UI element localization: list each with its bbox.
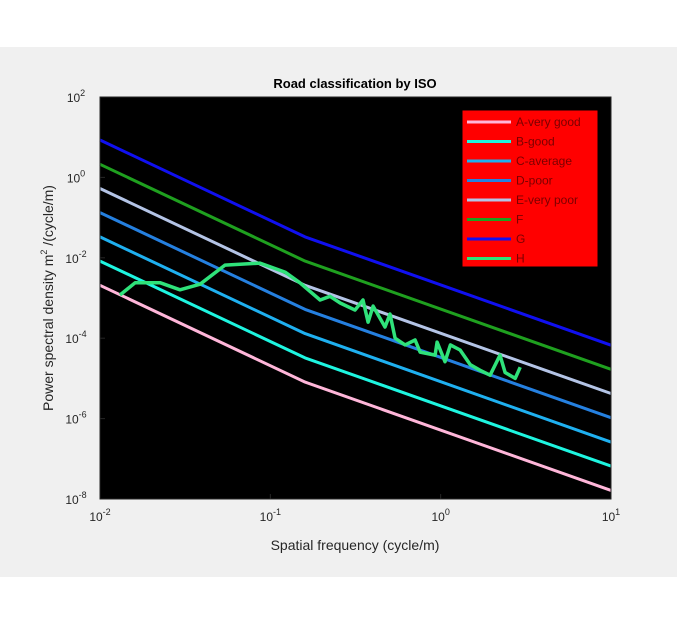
- y-tick-label: 10-2: [65, 249, 86, 266]
- legend-label: A-very good: [516, 115, 581, 129]
- legend-label: H: [516, 252, 525, 266]
- series-line-g: [99, 138, 612, 347]
- legend-box: [461, 109, 599, 268]
- legend-label: B-good: [516, 135, 555, 149]
- series-line-c-average: [99, 235, 612, 444]
- y-axis-label: Power spectral density m2 /(cycle/m): [39, 185, 56, 411]
- x-tick-label: 101: [602, 507, 620, 524]
- series-line-d-poor: [99, 211, 612, 420]
- series-line-h: [118, 261, 522, 381]
- legend-label: G: [516, 232, 525, 246]
- chart-title: Road classification by ISO: [273, 76, 436, 91]
- y-tick-label: 10-8: [65, 490, 86, 507]
- x-tick-label: 10-1: [260, 507, 281, 524]
- x-axis-label: Spatial frequency (cycle/m): [271, 537, 440, 553]
- y-tick-label: 102: [67, 88, 85, 105]
- series-line-f: [99, 162, 612, 371]
- x-tick-label: 10-2: [89, 507, 110, 524]
- legend-label: C-average: [516, 154, 572, 168]
- series-line-a-very-good: [99, 283, 612, 492]
- y-tick-label: 10-4: [65, 329, 86, 346]
- legend: A-very good B-good C-average D-poor E-very p…: [461, 109, 599, 268]
- legend-label: D-poor: [516, 174, 553, 188]
- legend-label: F: [516, 213, 523, 227]
- legend-label: E-very poor: [516, 193, 578, 207]
- series-line-b-good: [99, 259, 612, 468]
- x-tick-label: 100: [431, 507, 449, 524]
- y-tick-label: 10-6: [65, 410, 86, 427]
- y-tick-label: 100: [67, 168, 85, 185]
- axes-box: [99, 96, 612, 500]
